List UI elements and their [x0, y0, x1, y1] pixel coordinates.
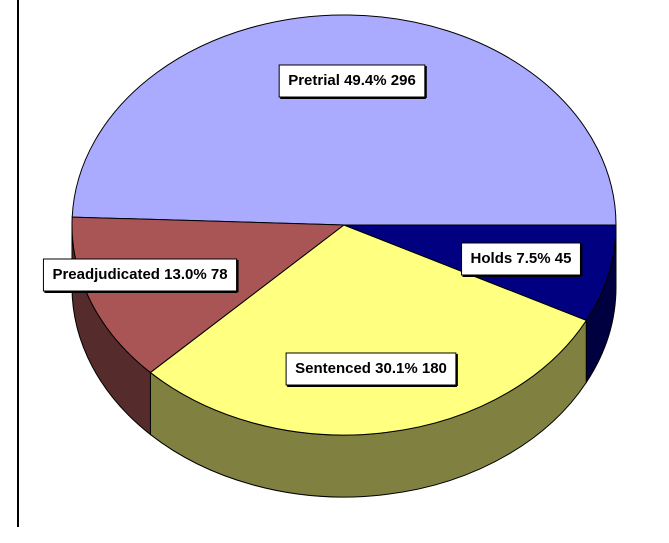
labels: Pretrial 49.4% 296 Preadjudicated 13.0% 7…	[42, 64, 583, 387]
label-text: Pretrial 49.4% 296	[288, 72, 416, 89]
label-text: Preadjudicated 13.0% 78	[52, 266, 227, 283]
label-count: 180	[422, 360, 447, 377]
label-box	[278, 64, 426, 98]
label-count: 78	[211, 266, 228, 283]
label-count: 296	[391, 72, 416, 89]
label-percent: 13.0%	[164, 266, 207, 283]
label-category: Preadjudicated	[52, 266, 160, 283]
label-category: Holds	[471, 250, 513, 267]
label-percent: 49.4%	[344, 72, 387, 89]
label-box	[461, 242, 581, 276]
pie-slice	[71, 216, 346, 374]
label-text: Sentenced 30.1% 180	[295, 360, 447, 377]
data-label: Preadjudicated 13.0% 78	[42, 258, 239, 293]
label-percent: 30.1%	[375, 360, 418, 377]
label-box	[42, 258, 238, 292]
label-category: Pretrial	[288, 72, 340, 89]
data-label: Sentenced 30.1% 180	[285, 352, 458, 387]
label-count: 45	[555, 250, 572, 267]
pie-slice	[71, 14, 617, 226]
data-label: Holds 7.5% 45	[461, 242, 583, 277]
label-category: Sentenced	[295, 360, 371, 377]
data-label: Pretrial 49.4% 296	[278, 64, 427, 99]
label-box	[285, 352, 457, 386]
label-percent: 7.5%	[516, 250, 550, 267]
label-text: Holds 7.5% 45	[471, 250, 572, 267]
